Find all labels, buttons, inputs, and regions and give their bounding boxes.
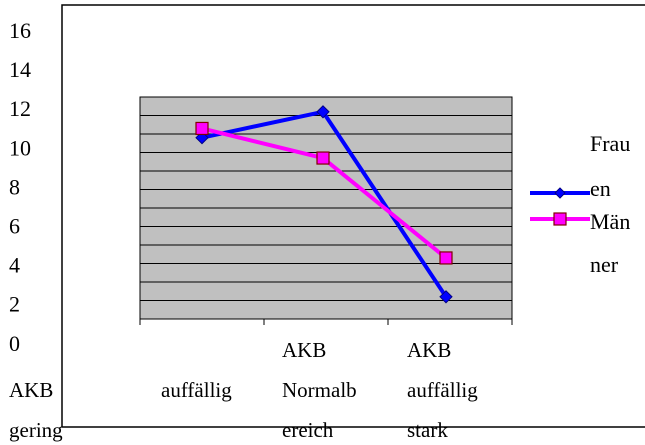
y-tick-label: 12 [9,96,31,121]
data-point-marker [316,151,330,165]
legend-label: ner [590,252,619,277]
data-point-marker [316,105,330,119]
y-axis-tick-labels: 16 14 12 10 8 6 4 2 0 [9,18,31,356]
x-category-label: ereich [282,418,334,442]
y-tick-label: 4 [9,253,20,278]
x-axis-category-labels: AKB gering auffällig AKB Normalb ereich AKB auf… [9,338,478,442]
legend-label: Män [590,209,630,234]
x-category-label: auffällig [407,378,478,402]
x-category-label: auffällig [161,378,232,402]
series-layer [195,105,453,304]
legend-sample-marker [554,187,566,199]
y-tick-label: 8 [9,174,20,199]
x-category-label: AKB [407,338,451,362]
data-point-marker [439,290,453,304]
data-point-marker [439,251,453,265]
legend: Frau en Män ner [530,131,630,277]
legend-label: Frau [590,131,630,156]
x-category-label: stark [407,418,448,442]
x-category-label: AKB [282,338,326,362]
x-category-label: Normalb [282,378,357,402]
y-tick-label: 14 [9,57,31,82]
y-tick-label: 10 [9,135,31,160]
y-tick-label: 0 [9,331,20,356]
legend-label: en [590,176,611,201]
y-tick-label: 6 [9,214,20,239]
x-category-label: gering [9,418,63,442]
data-point-marker [195,121,209,136]
y-tick-label: 16 [9,18,31,43]
x-axis-ticks [139,319,513,325]
x-category-label: AKB [9,378,53,402]
y-tick-label: 2 [9,292,20,317]
legend-sample-marker [553,212,567,226]
